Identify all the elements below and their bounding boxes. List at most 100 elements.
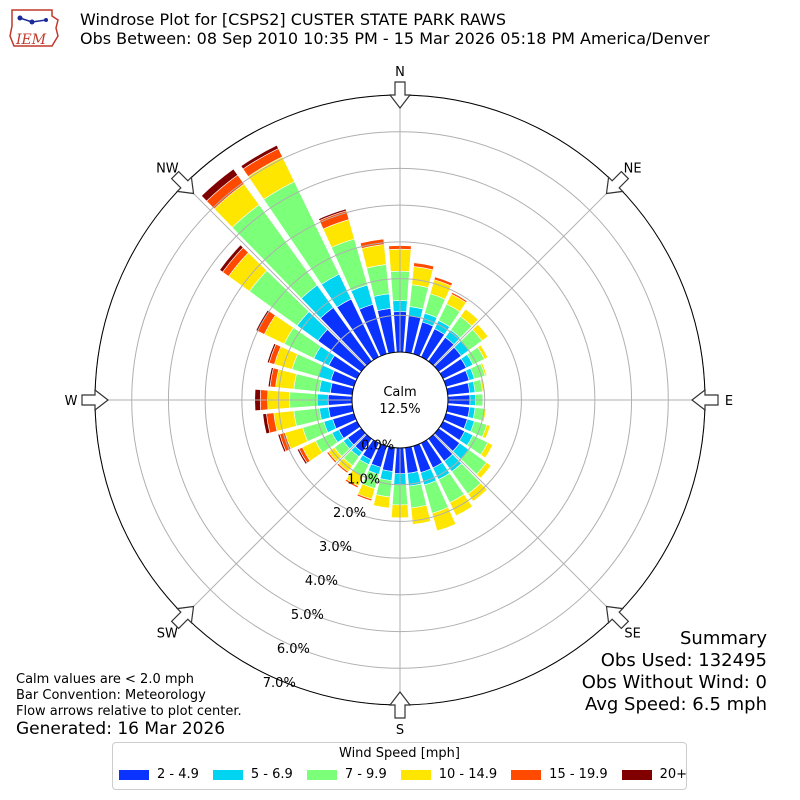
windrose-bar-segment [326,451,338,464]
windrose-bar-segment [373,494,391,509]
legend-label: 20+ [659,767,688,782]
iem-logo-text: IEM [15,32,47,48]
legend-item: 2 - 4.9 [119,767,199,782]
polar-labels: N NE E SE S SW W NW 0.0% 1.0% 2.0% 3.0% 4.0% 5.0% 6.0%… [65,65,734,738]
calm-note: Calm values are < 2.0 mph [16,672,195,687]
direction-arrow-icon [81,388,109,412]
windrose-bar-segment [481,424,491,439]
direction-arrow-icon [605,170,630,195]
compass-label: SE [624,627,640,642]
grid-spoke [183,183,367,367]
windrose-bar-segment [361,244,387,269]
direction-arrow-icon [605,605,630,630]
compass-label: SW [157,627,178,642]
legend-item: 10 - 14.9 [400,767,498,782]
legend-swatch [119,769,149,780]
windrose-bar-segment [480,362,488,377]
compass-label: NE [624,161,642,176]
compass-label: NW [156,161,179,176]
windrose-bar-segment [219,244,244,273]
legend-label: 10 - 14.9 [438,767,498,782]
legend-label: 2 - 4.9 [157,767,199,782]
direction-arrow-icon [691,388,719,412]
windrose-bar-segment [336,462,349,474]
legend-item: 20+ [621,767,688,782]
windrose-bar-segment [201,168,239,202]
iem-logo: IEM [9,9,59,48]
legend-swatch [511,769,542,780]
windrose-bar-segment [413,262,435,271]
windrose-bar-segment [373,293,392,312]
grid-spoke [433,183,617,367]
radial-tick-label: 7.0% [263,676,296,691]
windrose-bar-segment [318,208,347,221]
windrose-bar-segment [262,413,271,435]
windrose-bar-segment [476,462,492,479]
windrose-bar-segment [410,504,432,525]
legend: Wind Speed [mph] 2 - 4.9 5 - 6.9 7 - 9.9 10… [112,742,687,790]
legend-label: 7 - 9.9 [344,767,387,782]
windrose-bar-segment [459,308,479,327]
generated-date: Generated: 16 Mar 2026 [16,719,226,739]
radial-tick-label: 2.0% [333,506,366,521]
windrose-bar-segment [277,433,287,453]
grid-spoke [433,433,617,617]
legend-swatch [212,769,243,780]
summary-obs-without-wind: Obs Without Wind: 0 [581,672,767,693]
radial-tick-label: 4.0% [305,574,338,589]
legend-items: 2 - 4.9 5 - 6.9 7 - 9.9 10 - 14.9 15 - 19.9 2… [119,767,701,782]
compass-label: E [725,394,733,409]
summary-heading: Summary [680,628,767,649]
windrose-bar-segment [450,291,468,304]
windrose-bar-segment [266,343,277,364]
windrose-bar-segment [273,410,297,432]
calm-value: 12.5% [379,402,420,417]
radial-tick-label: 5.0% [291,608,324,623]
legend-swatch [400,769,431,780]
calm-label: Calm [383,385,416,400]
windrose-bar-segment [433,276,453,287]
radial-tick-label: 0.0% [361,438,394,453]
direction-arrow-icon [170,170,195,195]
legend-item: 5 - 6.9 [212,767,293,782]
windrose-bar-segment [296,448,308,465]
windrose-bar-segment [359,238,385,249]
windrose-bar-segment [319,379,333,394]
legend-item: 7 - 9.9 [306,767,387,782]
direction-arrow-icon [170,605,195,630]
radial-tick-label: 6.0% [277,642,310,657]
legend-item: 15 - 19.9 [511,767,608,782]
windrose-bar-segment [480,442,494,459]
summary-avg-speed: Avg Speed: 6.5 mph [585,694,767,715]
chart-subtitle: Obs Between: 08 Sep 2010 10:35 PM - 15 M… [80,29,710,48]
radial-tick-label: 3.0% [319,540,352,555]
direction-arrow-icon [388,81,412,109]
legend-label: 15 - 19.9 [549,767,608,782]
windrose-bar-segment [408,483,427,509]
windrose-bar-segment [477,344,489,360]
windrose-bar-segment [267,367,274,388]
summary-obs-used: Obs Used: 132495 [600,650,767,671]
direction-arrow-icon [388,691,412,719]
compass-label: S [396,723,404,738]
radial-tick-label: 1.0% [347,472,380,487]
windrose-bar-segment [472,323,489,342]
compass-label: N [395,65,405,80]
legend-title: Wind Speed [mph] [339,746,460,761]
legend-label: 5 - 6.9 [250,767,293,782]
windrose-bar-segment [356,493,373,502]
windrose-bar-segment [411,266,434,288]
windrose-bar-segment [409,284,429,310]
windrose-bar-segment [344,478,359,489]
direction-arrows [81,81,719,719]
windrose-bar-segment [431,507,457,532]
flow-arrows-note: Flow arrows relative to plot center. [16,704,242,719]
windrose-bar-segment [240,144,279,170]
grid-spoke [183,433,367,617]
bar-convention-note: Bar Convention: Meteorology [16,688,206,703]
legend-swatch [621,769,652,780]
calm-circle [351,351,449,449]
windrose-bar-segment [275,368,297,390]
chart-title: Windrose Plot for [CSPS2] CUSTER STATE P… [80,10,506,29]
